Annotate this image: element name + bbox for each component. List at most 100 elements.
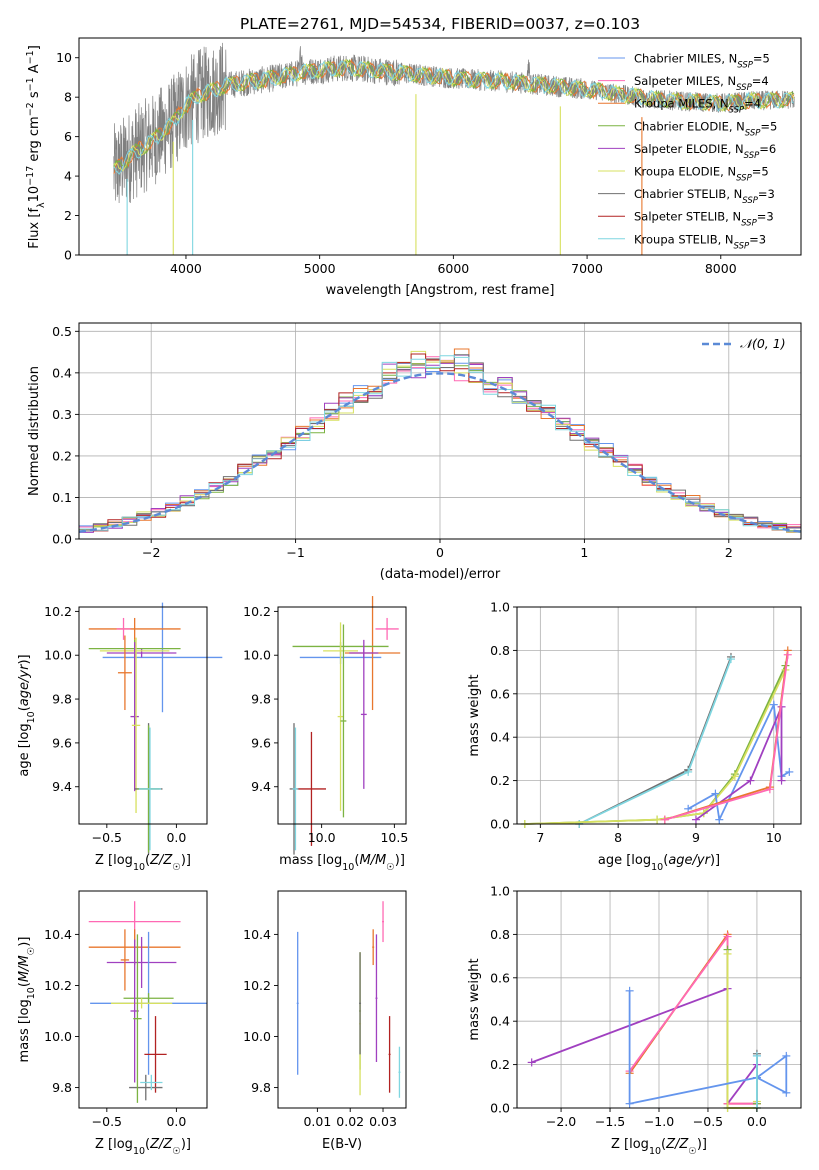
x-axis-label: Z [log10(Z/Z☉)]: [95, 853, 191, 873]
x-tick-label: 10: [766, 830, 782, 845]
y-tick-label: 0.8: [490, 643, 510, 658]
x-axis-label: mass [log10(M/M☉)]: [279, 853, 405, 873]
spectrum-panel: 4000 5000 6000 7000 8000 0 2 4 6 8 10 wavelength [A…: [25, 37, 802, 298]
y-tick-label: 4: [64, 169, 72, 184]
x-tick-label: 4000: [170, 261, 202, 276]
x-tick-label: 0: [436, 545, 444, 560]
mass-weight-series-line: [687, 701, 790, 823]
x-axis-label: Z [log10(Z/Z☉)]: [95, 1137, 191, 1157]
mass-vs-z-panel: −0.5 0.0 9.8 10.0 10.2 10.4 Z [log10(Z/Z☉)] mas…: [17, 890, 208, 1157]
weight-vs-age-panel: 7 8 9 10 0.0 0.2 0.4 0.6 0.8 1.0 age [log10(age/yr…: [467, 600, 802, 873]
y-tick-label: 0.8: [490, 927, 510, 942]
x-tick-label: 8: [614, 830, 622, 845]
x-tick-label: 0.0: [166, 830, 186, 845]
x-tick-label: 5000: [304, 261, 336, 276]
x-tick-label: 7000: [571, 261, 603, 276]
legend-label: Chabrier ELODIE, NSSP=5: [634, 119, 777, 138]
y-tick-label: 10: [56, 50, 72, 65]
model-spectrum-line: [113, 58, 795, 172]
x-axis-label: wavelength [Angstrom, rest frame]: [326, 283, 555, 298]
x-tick-label: −1.0: [644, 1114, 674, 1129]
axes-frame: [78, 606, 208, 825]
x-tick-label: 0.02: [336, 1114, 364, 1129]
y-tick-label: 10.2: [243, 604, 271, 619]
legend-label: Salpeter MILES, NSSP=4: [634, 74, 769, 93]
x-tick-label: 0.0: [747, 1114, 767, 1129]
axes-frame: [78, 890, 208, 1109]
y-tick-label: 0.6: [490, 686, 510, 701]
x-tick-label: 8000: [705, 261, 737, 276]
y-tick-label: 0.5: [52, 324, 72, 339]
y-tick-label: 10.4: [44, 927, 72, 942]
age-vs-z-panel: −0.5 0.0 9.4 9.6 9.8 10.0 10.2 Z [log10(Z/Z☉)] a…: [17, 602, 223, 873]
y-tick-label: 10.0: [44, 1029, 72, 1044]
y-tick-label: 0.0: [490, 817, 510, 832]
normal-curve-line: [78, 372, 802, 533]
legend-label: Chabrier STELIB, NSSP=3: [634, 187, 775, 206]
y-tick-label: 6: [64, 129, 72, 144]
x-tick-label: 10.0: [308, 830, 336, 845]
x-tick-label: −1: [286, 545, 304, 560]
weight-vs-z-panel: −2.0 −1.5 −1.0 −0.5 0.0 0.0 0.2 0.4 0.6 0.8 1.0 Z […: [467, 884, 802, 1157]
y-axis-label: Flux [fλ10−17 erg cm−2 s−1 A−1]: [25, 45, 47, 249]
y-tick-label: 0.4: [490, 730, 510, 745]
y-tick-label: 0.4: [52, 365, 72, 380]
x-tick-label: 6000: [437, 261, 469, 276]
y-axis-label: mass weight: [467, 674, 482, 756]
x-tick-label: 9: [692, 830, 700, 845]
y-tick-label: 0: [64, 248, 72, 263]
x-tick-label: 0.0: [166, 1114, 186, 1129]
y-tick-label: 0.2: [490, 1057, 510, 1072]
mass-weight-series-line: [628, 933, 757, 1105]
x-tick-label: 7: [536, 830, 544, 845]
legend-label: Kroupa ELODIE, NSSP=5: [634, 165, 769, 184]
y-axis-label: mass [log10(M/M☉)]: [17, 937, 37, 1063]
y-tick-label: 0.1: [52, 490, 72, 505]
mass-weight-series-line: [578, 656, 732, 825]
figure-title: PLATE=2761, MJD=54534, FIBERID=0037, z=0…: [240, 15, 640, 33]
model-spectrum-line: [113, 58, 795, 174]
mass-weight-series-line: [524, 665, 787, 825]
axes-frame: [277, 606, 407, 825]
x-tick-label: 1: [580, 545, 588, 560]
y-tick-label: 10.4: [243, 927, 271, 942]
legend-label: Chabrier MILES, NSSP=5: [634, 52, 770, 71]
y-axis-label: mass weight: [467, 958, 482, 1040]
y-tick-label: 0.2: [490, 773, 510, 788]
mass-weight-series-line: [578, 658, 732, 825]
age-vs-mass-panel: 10.0 10.5 9.4 9.6 9.8 10.0 10.2 mass [log10(M/M…: [243, 596, 408, 873]
y-axis-label: age [log10(age/yr)]: [17, 654, 37, 776]
x-axis-label: (data-model)/error: [380, 567, 501, 582]
y-tick-label: 0.6: [490, 970, 510, 985]
x-tick-label: −1.5: [595, 1114, 625, 1129]
y-tick-label: 0.2: [52, 448, 72, 463]
y-axis-label: Normed distribution: [27, 366, 42, 496]
y-tick-label: 9.6: [52, 735, 72, 750]
legend-label: Kroupa MILES, NSSP=4: [634, 97, 761, 116]
legend-label: Salpeter STELIB, NSSP=3: [634, 210, 774, 229]
y-tick-label: 8: [64, 90, 72, 105]
mass-weight-series-line: [726, 1064, 758, 1105]
y-tick-label: 9.8: [52, 692, 72, 707]
axes-frame: [516, 606, 802, 825]
residuals-panel: −2 −1 0 1 2 0.0 0.1 0.2 0.3 0.4 0.5 (data-model)/er…: [27, 322, 802, 582]
mass-weight-series-line: [695, 706, 783, 821]
y-tick-label: 0.0: [490, 1101, 510, 1116]
y-tick-label: 9.6: [251, 735, 271, 750]
y-tick-label: 10.2: [44, 604, 72, 619]
x-tick-label: −0.5: [92, 1114, 122, 1129]
y-tick-label: 10.0: [243, 648, 271, 663]
y-tick-label: 10.0: [44, 648, 72, 663]
x-tick-label: −2: [142, 545, 160, 560]
axes-frame: [277, 890, 407, 1109]
x-axis-label: age [log10(age/yr)]: [598, 853, 720, 873]
x-tick-label: −2.0: [546, 1114, 576, 1129]
y-tick-label: 0.4: [490, 1014, 510, 1029]
y-tick-label: 9.8: [251, 1080, 271, 1095]
x-tick-label: 0.03: [369, 1114, 397, 1129]
legend-label: 𝒩(0, 1): [740, 336, 786, 351]
mass-vs-ebv-panel: 0.01 0.02 0.03 9.8 10.0 10.2 10.4 E(B-V): [243, 890, 407, 1152]
legend-label: Salpeter ELODIE, NSSP=6: [634, 142, 776, 161]
x-tick-label: 2: [725, 545, 733, 560]
